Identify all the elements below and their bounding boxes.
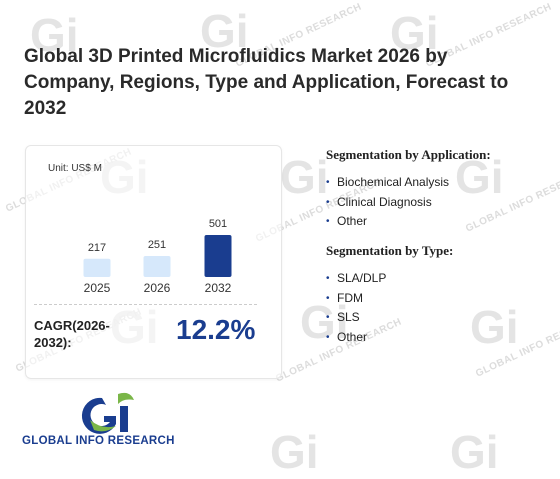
type-item: SLS	[326, 308, 453, 328]
watermark-logo: Gi	[280, 151, 329, 203]
bar-2026	[143, 255, 171, 277]
global-info-research-logo	[81, 392, 134, 434]
segmentation-application-heading: Segmentation by Application:	[326, 147, 491, 162]
application-item: Clinical Diagnosis	[326, 193, 491, 213]
application-item: Other	[326, 212, 491, 232]
bar-2032	[204, 235, 232, 277]
watermark-logo: Gi	[470, 301, 519, 353]
market-chart-card: Unit: US$ M 217 2025 251 2026 501 2032 CAGR(2…	[25, 145, 282, 379]
type-item: Other	[326, 328, 453, 348]
watermark-logo: Gi	[450, 426, 499, 478]
application-item: Biochemical Analysis	[326, 173, 491, 193]
data-label-2032: 501	[209, 218, 227, 230]
category-label-2026: 2026	[144, 281, 171, 295]
brand-name: GLOBAL INFO RESEARCH	[22, 435, 175, 447]
type-item: SLA/DLP	[326, 269, 453, 289]
watermark-logo: Gi	[270, 426, 319, 478]
category-label-2025: 2025	[84, 281, 111, 295]
data-label-2026: 251	[148, 239, 166, 251]
cagr-value: 12.2%	[176, 314, 256, 345]
segmentation-type: Segmentation by Type: SLA/DLP FDM SLS Ot…	[326, 243, 453, 347]
bar-2025	[83, 258, 111, 277]
watermark-text: GLOBAL INFO RESEARCH	[474, 311, 560, 380]
segmentation-type-heading: Segmentation by Type:	[326, 243, 454, 258]
bar-chart: 217 2025 251 2026 501 2032	[83, 218, 232, 295]
page-title: Global 3D Printed Microfluidics Market 2…	[24, 46, 509, 119]
data-label-2025: 217	[88, 242, 106, 254]
category-label-2032: 2032	[205, 281, 232, 295]
unit-label: Unit: US$ M	[48, 163, 102, 174]
divider	[34, 304, 257, 305]
segmentation-application: Segmentation by Application: Biochemical…	[326, 147, 491, 232]
cagr-label: CAGR(2026-2032):	[34, 318, 110, 350]
type-item: FDM	[326, 289, 453, 309]
